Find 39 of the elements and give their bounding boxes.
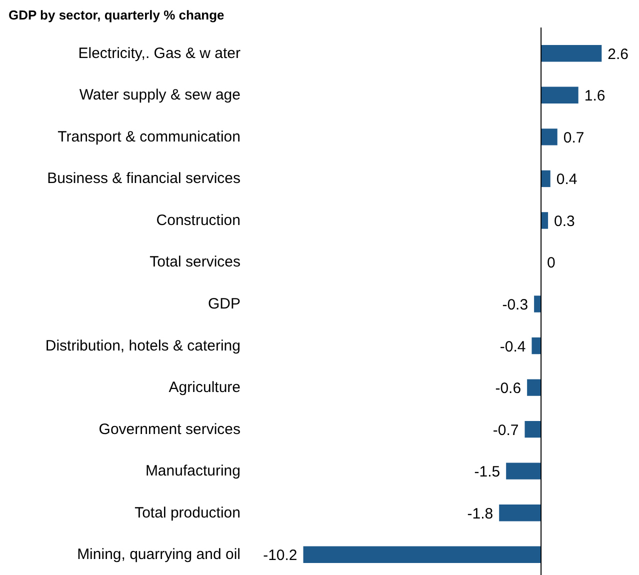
text: GDP by sector, quarterly % change	[8, 8, 224, 22]
data-label: 0.7	[563, 129, 584, 146]
y-tick-label: Total services	[150, 254, 241, 271]
y-tick-label: Electricity,. Gas & w ater	[78, 44, 241, 62]
y-tick-label: Manufacturing	[145, 462, 241, 480]
data-label: -1.8	[467, 505, 494, 522]
data-label: 2.6	[608, 46, 629, 63]
bar	[534, 296, 542, 312]
bar	[506, 462, 542, 480]
data-label: -0.7	[492, 422, 519, 439]
data-label: 0.4	[556, 171, 578, 188]
y-tick-label: Transport & communication	[58, 128, 241, 146]
data-label: 1.6	[584, 88, 606, 105]
data-label: -0.6	[495, 380, 522, 398]
bar	[541, 128, 558, 146]
data-label: 0.3	[554, 212, 575, 230]
data-label: -10.2	[263, 547, 298, 564]
bar	[524, 420, 542, 438]
data-label: -0.4	[500, 338, 526, 356]
bar	[499, 504, 542, 522]
bar	[541, 86, 578, 104]
bar	[527, 379, 542, 396]
y-tick-label: Business & financial services	[47, 170, 241, 188]
y-tick-label: Agriculture	[168, 379, 241, 396]
y-tick-label: Mining, quarrying and oil	[77, 546, 241, 564]
data-label: 0	[547, 254, 556, 272]
y-tick-label: Total production	[134, 504, 241, 522]
y-tick-label: Distribution, hotels & catering	[45, 337, 241, 354]
bar	[541, 212, 548, 229]
bar	[532, 337, 542, 354]
y-tick-label: Construction	[156, 212, 241, 229]
bar	[541, 45, 602, 62]
bar	[541, 170, 550, 188]
y-tick-label: Government services	[98, 420, 240, 438]
y-tick-label: GDP	[208, 296, 241, 313]
bar	[303, 546, 542, 563]
data-label: -1.5	[474, 464, 500, 481]
y-tick-label: Water supply & sew age	[79, 86, 241, 104]
data-label: -0.3	[502, 296, 528, 314]
